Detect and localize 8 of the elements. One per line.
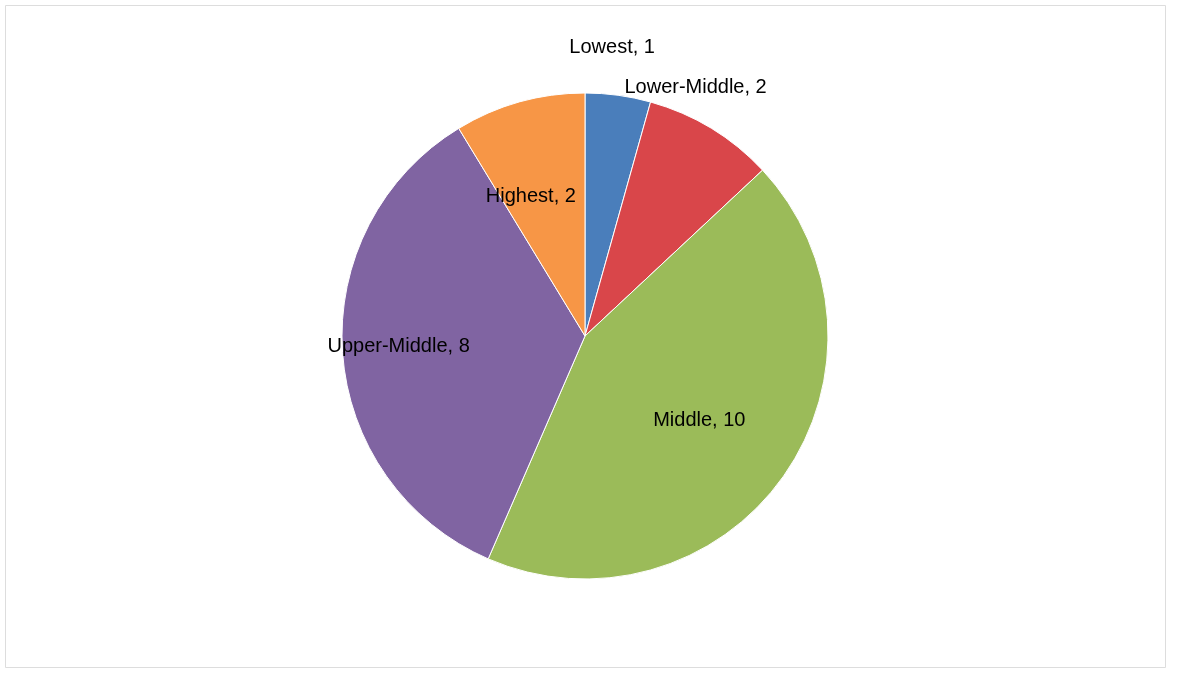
slice-label: Lower-Middle — [624, 74, 745, 97]
slice-label: Middle — [653, 408, 713, 431]
slice-label: Lowest — [569, 35, 634, 58]
data-label: , 8 — [447, 333, 470, 356]
data-label: , 2 — [553, 183, 576, 206]
data-label: , 2 — [744, 74, 767, 97]
data-label: , 10 — [712, 408, 746, 431]
data-label: , 1 — [632, 35, 655, 58]
